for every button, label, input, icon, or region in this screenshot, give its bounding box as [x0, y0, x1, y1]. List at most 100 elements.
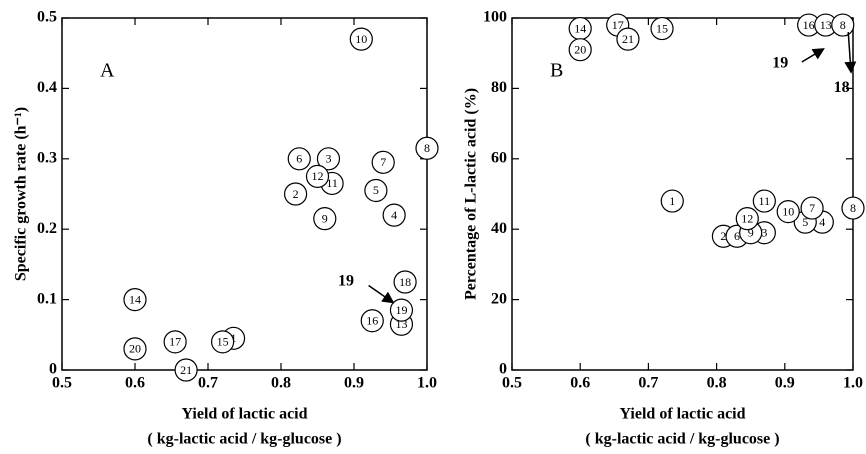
point	[371, 150, 395, 174]
x-tick-label: 1.0	[417, 375, 437, 392]
y-tick-label: 0.3	[37, 149, 57, 166]
x-axis-label: Yield of lactic acid	[619, 406, 745, 423]
point	[616, 27, 640, 51]
point-label: 13	[820, 18, 832, 32]
point	[305, 164, 330, 188]
y-tick-label: 80	[491, 79, 507, 96]
point-label: 2	[720, 229, 726, 243]
point-label: 20	[129, 342, 141, 356]
x-tick-label: 0.6	[570, 375, 590, 392]
point-label: 4	[819, 215, 825, 229]
x-tick-label: 0.9	[775, 375, 795, 392]
point-label: 8	[424, 141, 430, 155]
point-label: 14	[574, 21, 586, 35]
x-tick-label: 0.8	[707, 375, 727, 392]
point	[163, 330, 187, 354]
plot-frame	[61, 17, 428, 371]
y-axis-label: Percentage of L-lactic acid (%)	[463, 88, 480, 300]
point	[349, 27, 373, 51]
annotation-arrow	[368, 284, 395, 304]
point-label: 10	[355, 32, 367, 46]
point-label: 9	[322, 211, 328, 225]
point	[735, 207, 759, 231]
point	[287, 147, 311, 171]
point	[211, 330, 235, 354]
point	[360, 309, 384, 333]
point-label: 21	[180, 363, 192, 377]
point	[123, 288, 147, 312]
panel-label: A	[100, 60, 115, 82]
x-tick-label: 0.5	[502, 375, 522, 392]
annotation: 19	[772, 54, 788, 71]
point-label: 7	[809, 201, 815, 215]
point-label: 9	[748, 225, 754, 239]
point-label: 12	[741, 211, 753, 225]
point	[393, 270, 417, 294]
point-label: 15	[217, 335, 229, 349]
y-tick-label: 100	[483, 9, 507, 26]
point-label: 11	[326, 176, 338, 190]
y-tick-label: 20	[491, 290, 507, 307]
point-label: 7	[380, 155, 386, 169]
y-axis-label: Specific growth rate (h⁻¹)	[13, 107, 30, 281]
point-label: 11	[759, 194, 771, 208]
point-label: 3	[325, 152, 331, 166]
point-label: 20	[574, 42, 586, 56]
point-label: 5	[373, 183, 379, 197]
point	[831, 13, 855, 37]
annotation: 19	[338, 273, 354, 290]
point	[752, 189, 776, 213]
point	[364, 178, 388, 203]
point	[800, 196, 824, 220]
point	[313, 207, 337, 231]
point-label: 10	[782, 204, 794, 218]
point-label: 18	[399, 275, 411, 289]
point-label: 1	[669, 194, 675, 208]
x-axis-label: ( kg-lactic acid / kg-glucose )	[585, 431, 779, 448]
point	[284, 182, 308, 206]
annotation-arrow	[844, 32, 857, 74]
y-tick-label: 0.5	[37, 9, 57, 26]
point-label: 17	[169, 335, 181, 349]
point	[660, 189, 684, 213]
point-label: 8	[850, 201, 856, 215]
point	[415, 136, 439, 160]
point-label: 2	[293, 187, 299, 201]
x-tick-label: 1.0	[843, 375, 863, 392]
point-label: 5	[802, 215, 808, 229]
point-label: 16	[366, 313, 378, 327]
x-tick-label: 0.5	[52, 375, 72, 392]
point-label: 19	[395, 303, 407, 317]
point	[389, 298, 414, 322]
point	[841, 196, 865, 220]
x-tick-label: 0.7	[638, 375, 658, 392]
x-tick-label: 0.9	[344, 375, 364, 392]
y-tick-label: 40	[491, 220, 507, 237]
point-label: 21	[622, 32, 634, 46]
point	[568, 38, 592, 62]
point	[776, 200, 800, 224]
point	[382, 203, 406, 227]
panel-label: B	[550, 60, 563, 82]
annotation-arrow	[801, 48, 825, 63]
point-label: 14	[129, 292, 141, 306]
point	[316, 147, 341, 171]
y-tick-label: 0	[499, 361, 507, 378]
point	[123, 337, 147, 361]
point-label: 4	[391, 208, 397, 222]
annotation: 18	[834, 79, 850, 96]
point-label: 12	[312, 169, 324, 183]
point-label: 17	[612, 18, 624, 32]
y-tick-label: 0.1	[37, 290, 57, 307]
plot-frame	[511, 17, 854, 371]
point-label: 3	[761, 225, 767, 239]
y-tick-label: 60	[491, 149, 507, 166]
point	[650, 16, 674, 41]
point	[174, 358, 198, 382]
point-label: 8	[840, 18, 846, 32]
y-tick-label: 0.2	[37, 220, 57, 237]
point-label: 6	[296, 152, 302, 166]
x-tick-label: 0.6	[125, 375, 145, 392]
point-label: 6	[734, 229, 740, 243]
